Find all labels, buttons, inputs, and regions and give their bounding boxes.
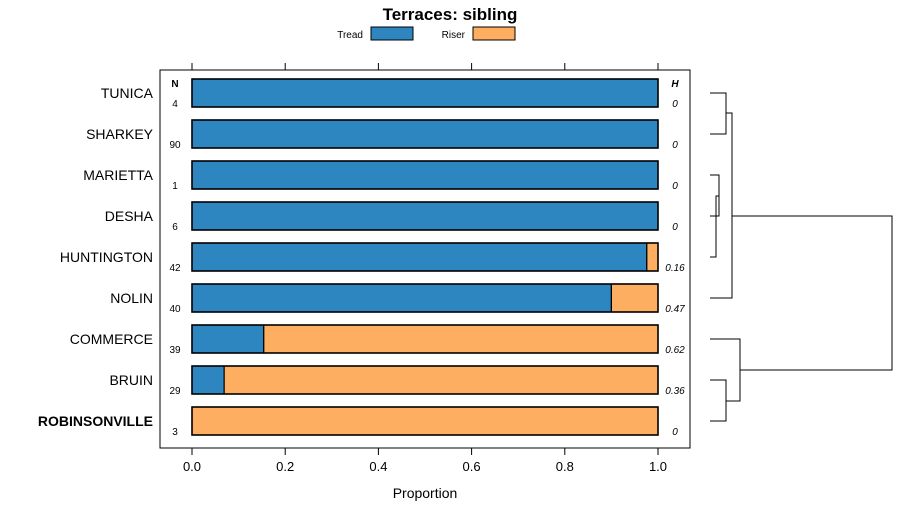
dendrogram-branch — [710, 112, 733, 299]
bar-outline — [191, 406, 659, 436]
legend-label-riser: Riser — [442, 30, 466, 41]
category-label: HUNTINGTON — [60, 249, 153, 265]
bar-outline — [191, 160, 659, 190]
bar-outline — [191, 242, 659, 272]
x-tick-label: 0.2 — [276, 459, 294, 474]
h-value: 0.16 — [665, 263, 685, 274]
x-tick-label: 1.0 — [649, 459, 667, 474]
x-tick-label: 0.0 — [183, 459, 201, 474]
category-label: MARIETTA — [83, 167, 153, 183]
bars-layer — [191, 78, 659, 436]
bar-segment-riser — [646, 242, 659, 272]
bar-outline — [191, 283, 659, 313]
category-label: COMMERCE — [70, 331, 153, 347]
h-value: 0.47 — [665, 304, 685, 315]
n-header: N — [171, 79, 178, 90]
dendrogram-branch — [732, 215, 893, 371]
bar-segment-riser — [610, 283, 659, 313]
category-label: DESHA — [105, 208, 154, 224]
n-value: 42 — [169, 263, 181, 274]
bar-segment-tread — [191, 324, 265, 354]
n-value: 29 — [169, 386, 181, 397]
bar-segment-tread — [191, 242, 648, 272]
category-label: BRUIN — [109, 372, 153, 388]
bar-segment-tread — [191, 283, 612, 313]
bar-segment-riser — [263, 324, 659, 354]
category-label: TUNICA — [101, 85, 154, 101]
legend-label-tread: Tread — [337, 30, 363, 41]
x-tick-label: 0.6 — [463, 459, 481, 474]
bar-outline — [191, 201, 659, 231]
x-axis-label: Proportion — [393, 485, 458, 501]
dendrogram-branch — [715, 195, 719, 236]
bar-outline — [191, 119, 659, 149]
x-tick-label: 0.8 — [556, 459, 574, 474]
dendrogram-branch — [710, 338, 741, 402]
h-value: 0 — [672, 427, 678, 438]
h-value: 0 — [672, 140, 678, 151]
n-value: 39 — [169, 345, 181, 356]
h-value: 0 — [672, 99, 678, 110]
bar-segment-tread — [191, 160, 659, 190]
category-label: NOLIN — [110, 290, 153, 306]
legend: Tread Riser — [337, 26, 516, 41]
bar-outline — [191, 365, 659, 395]
h-value: 0 — [672, 181, 678, 192]
dendrogram — [710, 92, 893, 422]
n-value: 1 — [172, 181, 178, 192]
x-tick-label: 0.4 — [369, 459, 387, 474]
bar-segment-tread — [191, 201, 659, 231]
h-value: 0.62 — [665, 345, 685, 356]
bar-outline — [191, 78, 659, 108]
x-axis: 0.0 0.2 0.4 0.6 0.8 1.0 — [183, 63, 667, 474]
bar-outline — [191, 324, 659, 354]
n-value: 4 — [172, 99, 178, 110]
bar-segment-riser — [223, 365, 659, 395]
n-value: 3 — [172, 427, 178, 438]
category-label: SHARKEY — [86, 126, 154, 142]
chart-title: Terraces: sibling — [383, 5, 518, 24]
dendrogram-branch — [710, 92, 727, 135]
h-value: 0.36 — [665, 386, 685, 397]
n-value: 6 — [172, 222, 178, 233]
plot-panel — [159, 69, 691, 449]
legend-swatch-tread — [370, 26, 414, 41]
bar-segment-tread — [191, 119, 659, 149]
n-value: 90 — [169, 140, 181, 151]
legend-swatch-riser — [472, 26, 516, 41]
h-header: H — [671, 79, 679, 90]
category-label: ROBINSONVILLE — [38, 413, 153, 429]
dendrogram-branch — [710, 216, 717, 258]
n-value: 40 — [169, 304, 181, 315]
h-value: 0 — [672, 222, 678, 233]
bar-segment-tread — [191, 365, 225, 395]
bar-segment-riser — [191, 406, 659, 436]
dendrogram-branch — [710, 379, 727, 422]
bar-segment-tread — [191, 78, 659, 108]
